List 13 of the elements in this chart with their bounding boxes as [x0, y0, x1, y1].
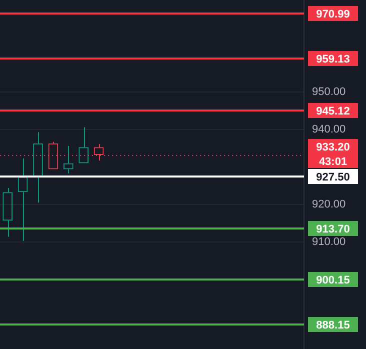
ref-line-label: 945.12 — [316, 106, 350, 118]
ref-line-label: 913.70 — [316, 224, 350, 236]
ref-line-label: 927.50 — [316, 172, 350, 184]
ref-line-label: 888.15 — [316, 320, 350, 332]
ref-line-label: 933.20 — [316, 142, 350, 154]
y-tick-label: 950.00 — [312, 86, 346, 98]
ref-line-label: 959.13 — [316, 54, 350, 66]
ref-line-label: 900.15 — [316, 274, 350, 287]
ref-line-label: 970.99 — [316, 8, 350, 21]
text: 43:01 — [318, 156, 348, 168]
y-tick-label: 940.00 — [312, 124, 346, 136]
y-tick-label: 910.00 — [312, 236, 346, 248]
y-tick-label: 920.00 — [312, 198, 346, 211]
